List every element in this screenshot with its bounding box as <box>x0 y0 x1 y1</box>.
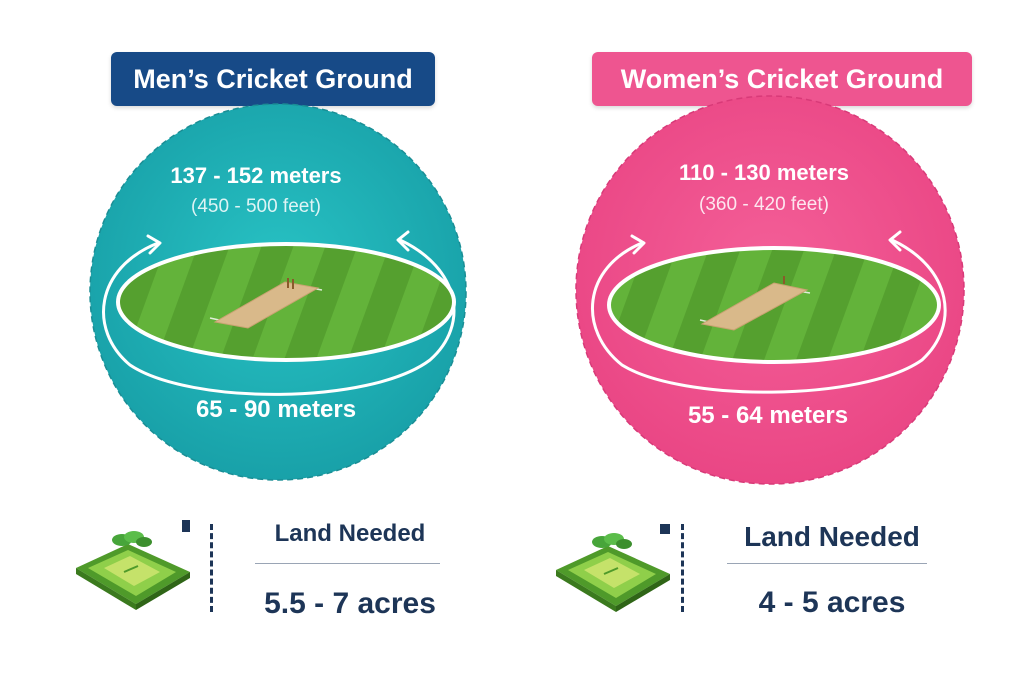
women-land-rule <box>727 563 927 564</box>
women-panel: Women’s Cricket Ground 110 - 130 meters … <box>512 0 1024 683</box>
women-land-divider <box>681 524 684 612</box>
women-pitch <box>700 282 809 331</box>
men-panel: Men’s Cricket Ground 137 - 152 m <box>76 52 467 620</box>
women-ground-diagram <box>575 95 965 485</box>
men-ground-diagram <box>89 103 467 481</box>
women-title: Women’s Cricket Ground <box>592 52 972 106</box>
women-boundary-meters: 110 - 130 meters <box>678 160 850 185</box>
men-boundary-feet: (450 - 500 feet) <box>191 196 321 217</box>
field-plot-icon <box>76 520 190 610</box>
field-plot-icon <box>556 524 670 612</box>
curved-arrow-icon <box>146 234 162 255</box>
women-land-label: Land Needed <box>744 521 920 552</box>
curved-arrow-icon <box>888 230 902 252</box>
women-boundary-feet: (360 - 420 feet) <box>699 194 829 215</box>
curved-arrow-icon <box>630 234 646 255</box>
men-boundary-meters: 137 - 152 meters <box>170 163 342 188</box>
men-land-label: Land Needed <box>274 520 426 547</box>
women-land-value: 4 - 5 acres <box>758 586 906 619</box>
men-pitch <box>213 281 320 329</box>
men-land-value: 5.5 - 7 acres <box>264 587 436 620</box>
men-land-rule <box>255 563 440 564</box>
men-title: Men’s Cricket Ground <box>111 52 435 106</box>
curved-arrow-icon <box>396 230 410 252</box>
women-width-meters: 55 - 64 meters <box>687 402 849 429</box>
women-boundary-arrow <box>591 238 947 394</box>
men-land-divider <box>210 524 213 612</box>
men-width-meters: 65 - 90 meters <box>195 396 357 423</box>
